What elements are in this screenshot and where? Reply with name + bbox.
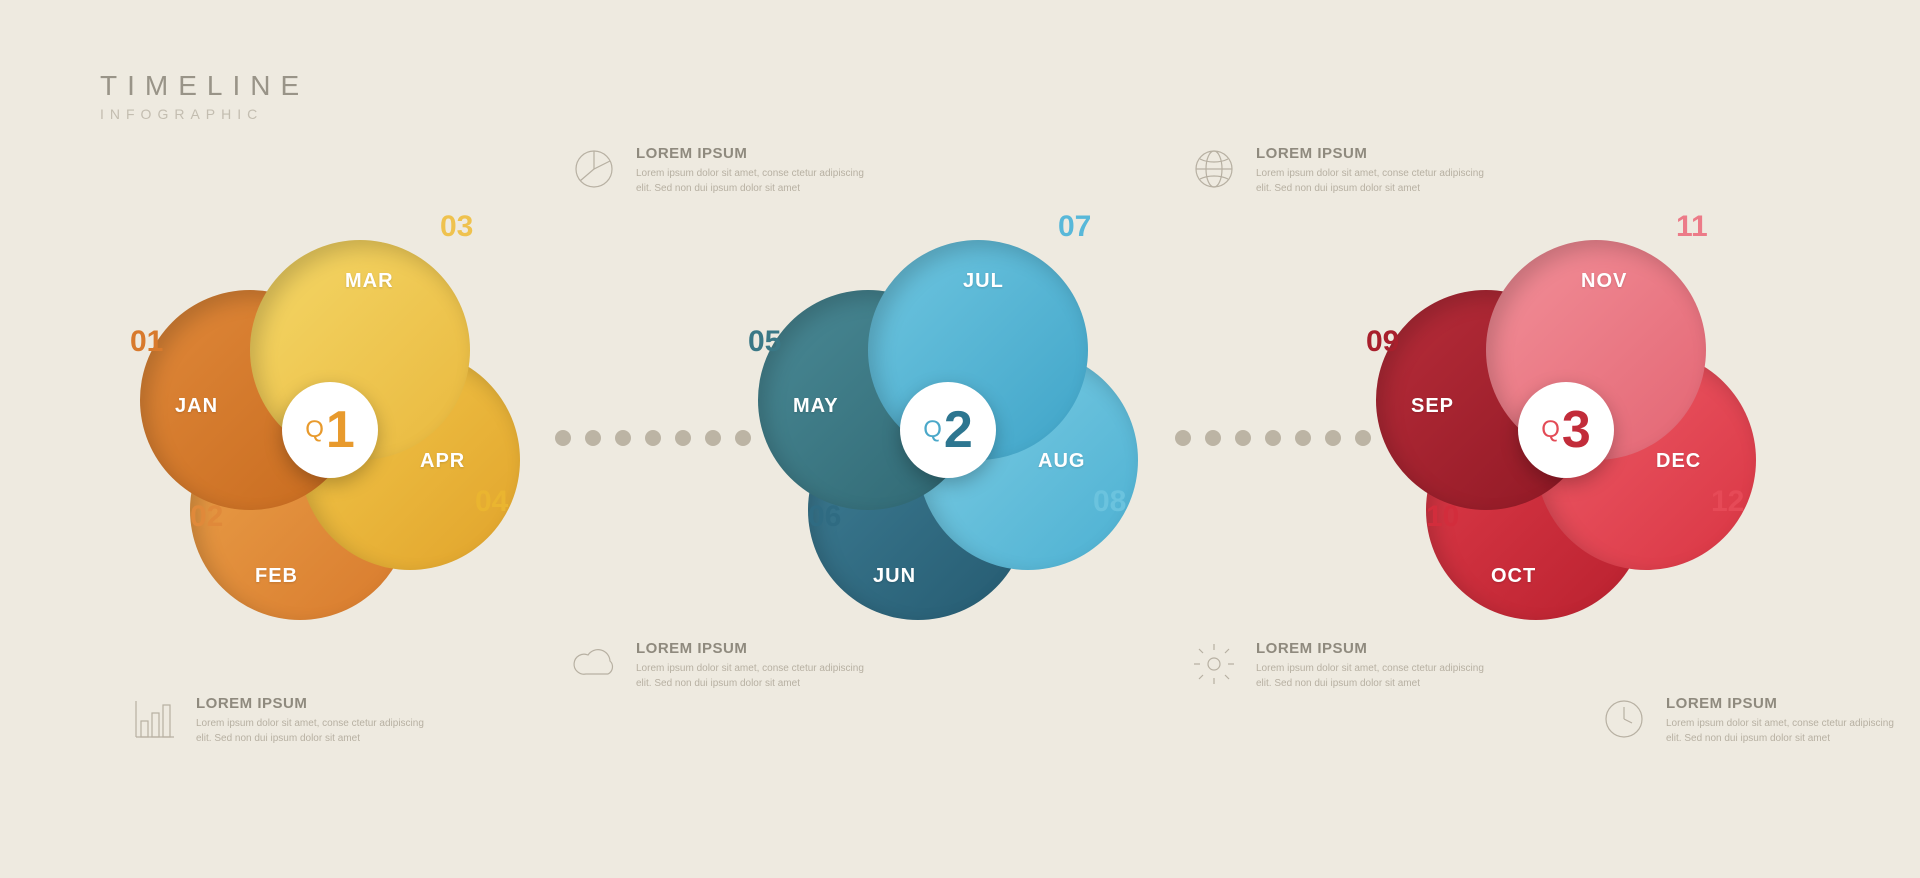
info-block: LOREM IPSUM Lorem ipsum dolor sit amet, … [1600,695,1900,748]
info-title: LOREM IPSUM [1666,695,1900,712]
header: TIMELINE INFOGRAPHIC [100,70,309,122]
center-num: 2 [944,400,973,460]
month-number-04: 04 [475,485,508,519]
info-text: LOREM IPSUM Lorem ipsum dolor sit amet, … [1666,695,1900,746]
month-number-07: 07 [1058,210,1091,244]
info-body: Lorem ipsum dolor sit amet, conse ctetur… [1256,166,1490,196]
info-body: Lorem ipsum dolor sit amet, conse ctetur… [1256,661,1490,691]
month-number-02: 02 [190,500,223,534]
info-title: LOREM IPSUM [636,145,870,162]
connector-dots [1175,430,1371,446]
month-label-dec: DEC [1656,450,1701,473]
center-badge-q1: Q1 [282,382,378,478]
month-label-apr: APR [420,450,465,473]
info-body: Lorem ipsum dolor sit amet, conse ctetur… [636,166,870,196]
info-text: LOREM IPSUM Lorem ipsum dolor sit amet, … [1256,640,1490,691]
info-text: LOREM IPSUM Lorem ipsum dolor sit amet, … [636,640,870,691]
flower-q3: SEP09OCT10NOV11DEC12Q3 [1376,240,1756,620]
clock-icon [1600,695,1648,748]
center-badge-q2: Q2 [900,382,996,478]
bar-chart-icon [130,695,178,748]
month-number-06: 06 [808,500,841,534]
center-q: Q [1541,416,1560,444]
info-text: LOREM IPSUM Lorem ipsum dolor sit amet, … [1256,145,1490,196]
month-label-aug: AUG [1038,450,1085,473]
month-label-may: MAY [793,395,839,418]
month-label-feb: FEB [255,565,298,588]
info-block: LOREM IPSUM Lorem ipsum dolor sit amet, … [130,695,430,748]
info-block: LOREM IPSUM Lorem ipsum dolor sit amet, … [570,640,870,693]
month-number-05: 05 [748,325,781,359]
info-body: Lorem ipsum dolor sit amet, conse ctetur… [636,661,870,691]
center-num: 3 [1562,400,1591,460]
info-body: Lorem ipsum dolor sit amet, conse ctetur… [196,716,430,746]
month-label-jun: JUN [873,565,916,588]
cloud-icon [570,640,618,693]
info-title: LOREM IPSUM [196,695,430,712]
connector-dots [555,430,751,446]
month-label-jul: JUL [963,270,1004,293]
month-number-11: 11 [1676,210,1708,244]
globe-icon [1190,145,1238,198]
center-q: Q [305,416,324,444]
info-title: LOREM IPSUM [1256,145,1490,162]
info-text: LOREM IPSUM Lorem ipsum dolor sit amet, … [196,695,430,746]
month-number-09: 09 [1366,325,1399,359]
month-label-sep: SEP [1411,395,1454,418]
info-title: LOREM IPSUM [1256,640,1490,657]
month-label-oct: OCT [1491,565,1536,588]
info-block: LOREM IPSUM Lorem ipsum dolor sit amet, … [1190,640,1490,693]
info-block: LOREM IPSUM Lorem ipsum dolor sit amet, … [570,145,870,198]
month-number-01: 01 [130,325,163,359]
month-number-08: 08 [1093,485,1126,519]
month-label-mar: MAR [345,270,394,293]
center-badge-q3: Q3 [1518,382,1614,478]
month-label-nov: NOV [1581,270,1627,293]
month-number-12: 12 [1711,485,1744,519]
page-title: TIMELINE [100,70,309,102]
flower-q2: MAY05JUN06JUL07AUG08Q2 [758,240,1138,620]
month-number-10: 10 [1426,500,1459,534]
info-body: Lorem ipsum dolor sit amet, conse ctetur… [1666,716,1900,746]
page-subtitle: INFOGRAPHIC [100,106,309,122]
month-number-03: 03 [440,210,473,244]
gear-icon [1190,640,1238,693]
center-q: Q [923,416,942,444]
info-block: LOREM IPSUM Lorem ipsum dolor sit amet, … [1190,145,1490,198]
pie-chart-icon [570,145,618,198]
info-title: LOREM IPSUM [636,640,870,657]
info-text: LOREM IPSUM Lorem ipsum dolor sit amet, … [636,145,870,196]
month-label-jan: JAN [175,395,218,418]
flower-q1: JAN01FEB02MAR03APR04Q1 [140,240,520,620]
center-num: 1 [326,400,355,460]
